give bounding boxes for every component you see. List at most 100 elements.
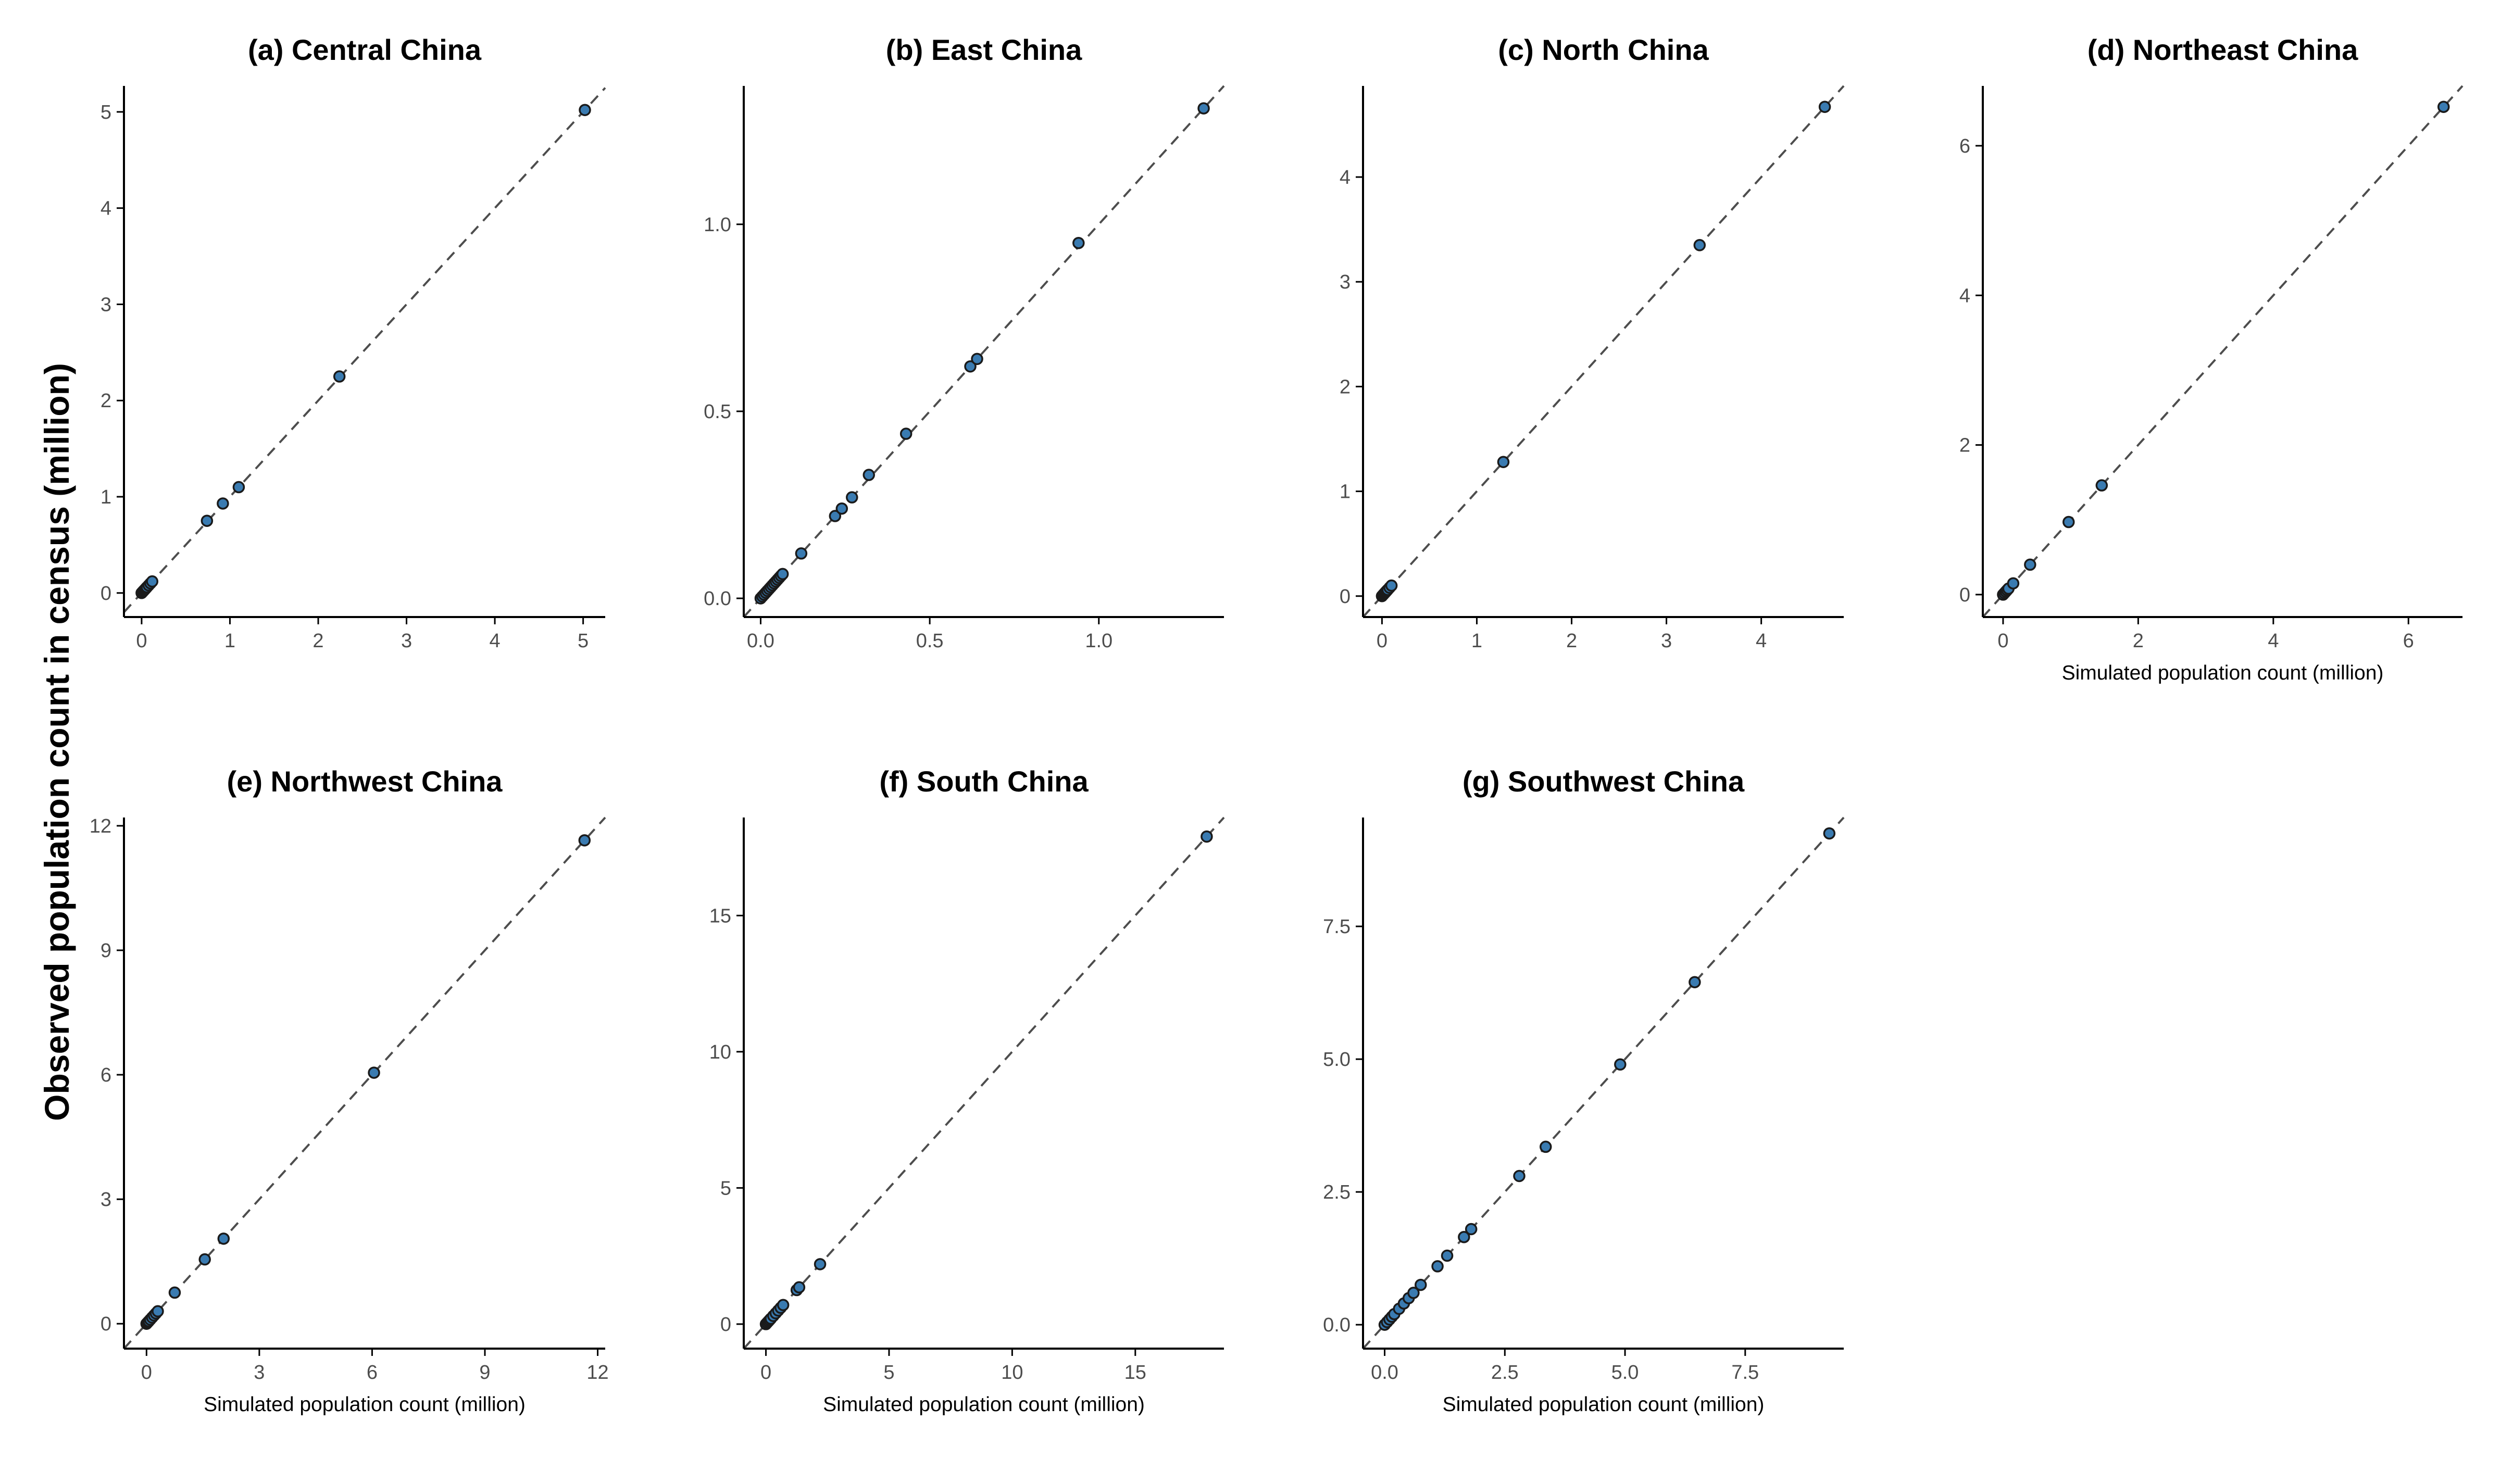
y-tick-label: 1.0 [704, 214, 731, 236]
data-point [846, 491, 858, 504]
x-axis-title: Simulated population count (million) [1443, 1393, 1765, 1416]
y-tick-label: 0.5 [704, 401, 731, 423]
x-tick-label: 6 [367, 1362, 378, 1384]
panel-title: (f) South China [879, 765, 1089, 798]
reference-line [123, 816, 606, 1350]
chart-panel: (b) East China 0.0 0.5 1.0 0.0 0.5 1.0 [704, 33, 1225, 652]
y-tick-label: 5.0 [1323, 1049, 1351, 1071]
y-tick-label: 4 [101, 198, 111, 220]
data-point [1823, 827, 1836, 840]
x-tick-label: 9 [479, 1362, 490, 1384]
x-tick-label: 1 [224, 630, 235, 652]
figure-ylabel: Observed population count in census (mil… [38, 363, 76, 1121]
panel-title: (e) Northwest China [227, 765, 503, 798]
panel-title: (a) Central China [248, 33, 482, 66]
chart-panel: (c) North China 0 1 2 3 4 0 1 2 3 4 [1340, 33, 1845, 652]
data-point [217, 497, 229, 510]
data-point [1689, 976, 1701, 988]
data-point [2062, 515, 2075, 529]
chart-panel: (e) Northwest China 0 3 6 9 12 0 3 6 9 12 Simulated… [90, 765, 609, 1416]
data-point [578, 834, 591, 847]
data-point [1441, 1249, 1454, 1262]
data-point [835, 502, 848, 515]
data-point [1693, 239, 1706, 251]
x-tick-label: 4 [490, 630, 501, 652]
data-point [863, 469, 875, 481]
y-tick-label: 2 [1959, 435, 1970, 457]
y-tick-label: 7.5 [1323, 916, 1351, 938]
data-point [777, 1299, 790, 1312]
panel-title: (d) Northeast China [2088, 33, 2358, 66]
x-tick-label: 2 [1566, 630, 1577, 652]
chart-panel: (g) Southwest China 0.0 2.5 5.0 7.5 0.0 2.5 5.0… [1323, 765, 1845, 1416]
y-tick-label: 1 [101, 486, 111, 508]
x-tick-label: 0.0 [747, 630, 774, 652]
data-point [2095, 479, 2108, 492]
y-tick-label: 15 [709, 905, 731, 927]
x-tick-label: 2 [2133, 630, 2144, 652]
x-tick-label: 0 [141, 1362, 152, 1384]
data-point [1539, 1140, 1552, 1153]
x-tick-label: 12 [586, 1362, 608, 1384]
data-point [146, 575, 159, 588]
data-point [168, 1286, 181, 1299]
x-tick-label: 0 [136, 630, 147, 652]
data-point [964, 360, 977, 373]
x-tick-label: 3 [254, 1362, 265, 1384]
data-point [232, 481, 245, 494]
chart-panel: (f) South China 0 5 10 15 0 5 10 15 Simulated pop… [709, 765, 1225, 1416]
y-tick-label: 0 [1340, 586, 1351, 608]
panel-title: (g) Southwest China [1462, 765, 1745, 798]
x-axis-title: Simulated population count (million) [823, 1393, 1145, 1416]
x-tick-label: 3 [1661, 630, 1672, 652]
y-tick-label: 10 [709, 1041, 731, 1063]
x-tick-label: 7.5 [1731, 1362, 1759, 1384]
y-tick-label: 9 [101, 940, 111, 962]
y-tick-label: 0 [101, 1313, 111, 1335]
x-tick-label: 2.5 [1491, 1362, 1519, 1384]
y-tick-label: 3 [1340, 271, 1351, 293]
y-tick-label: 1 [1340, 481, 1351, 503]
x-tick-label: 5.0 [1611, 1362, 1639, 1384]
y-tick-label: 6 [101, 1064, 111, 1086]
data-point [217, 1233, 230, 1245]
x-axis-title: Simulated population count (million) [204, 1393, 526, 1416]
data-point [579, 104, 591, 116]
x-tick-label: 0 [1377, 630, 1388, 652]
data-point [1197, 102, 1210, 115]
y-tick-label: 12 [90, 815, 111, 837]
data-point [793, 1281, 806, 1294]
data-point [971, 353, 983, 366]
y-tick-label: 0 [1959, 584, 1970, 606]
y-tick-label: 0.0 [704, 588, 731, 610]
y-tick-label: 0 [101, 583, 111, 605]
data-point [1385, 579, 1398, 592]
x-tick-label: 15 [1124, 1362, 1146, 1384]
reference-line [1362, 85, 1845, 618]
y-tick-label: 3 [101, 294, 111, 316]
data-point [1614, 1058, 1627, 1071]
data-point [1072, 236, 1085, 249]
chart-panel: (a) Central China 0 1 2 3 4 5 0 1 2 3 4 5 [101, 33, 606, 652]
y-tick-label: 3 [101, 1189, 111, 1211]
y-tick-label: 2 [1340, 376, 1351, 398]
reference-line [1362, 816, 1845, 1350]
data-point [1497, 456, 1510, 468]
data-point [1513, 1169, 1526, 1183]
x-tick-label: 0 [760, 1362, 771, 1384]
y-tick-label: 0 [720, 1314, 731, 1336]
data-point [152, 1305, 164, 1318]
reference-line [1982, 85, 2464, 618]
data-point [1407, 1287, 1420, 1299]
data-point [1201, 830, 1213, 843]
panel-title: (c) North China [1498, 33, 1709, 66]
y-tick-label: 4 [1959, 285, 1970, 307]
x-tick-label: 2 [312, 630, 323, 652]
data-point [2007, 577, 2020, 590]
x-tick-label: 1.0 [1085, 630, 1112, 652]
chart-panel: (d) Northeast China 0 2 4 6 0 2 4 6 Simulated pop… [1959, 33, 2464, 684]
data-point [899, 427, 913, 440]
data-point [1818, 100, 1831, 113]
